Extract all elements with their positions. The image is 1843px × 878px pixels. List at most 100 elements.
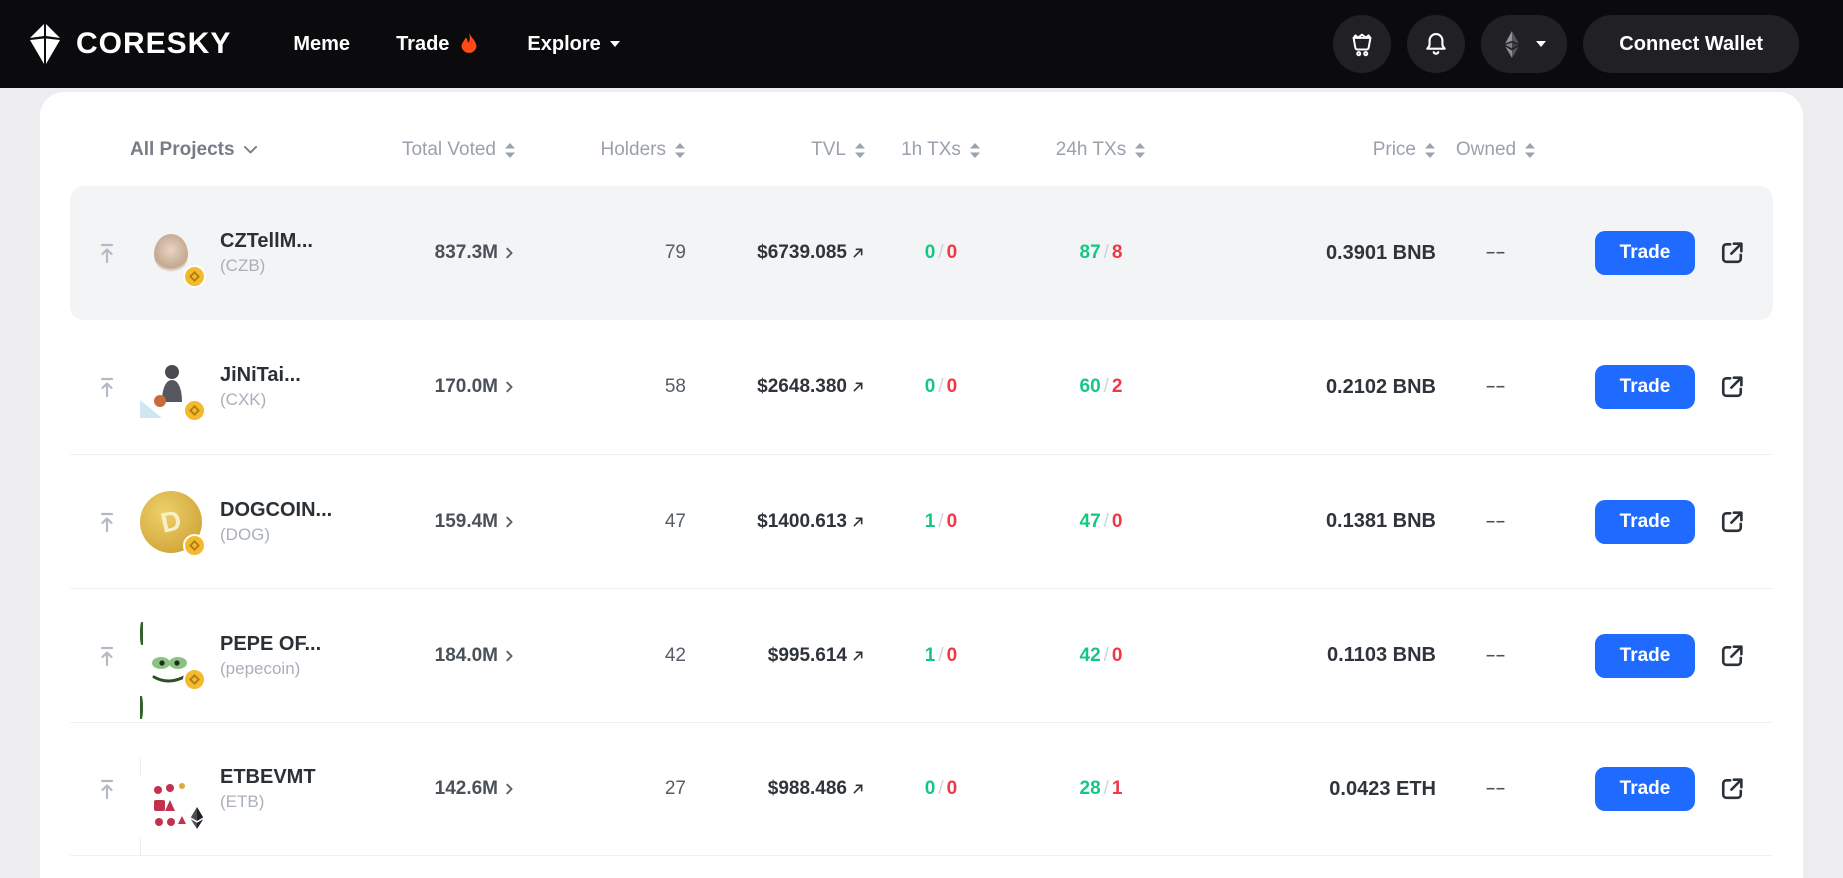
connect-wallet-button[interactable]: Connect Wallet: [1583, 15, 1799, 73]
pin-to-top-icon[interactable]: [96, 510, 118, 534]
tx-1h-value: 0/0: [924, 242, 958, 263]
column-24h-txs[interactable]: 24h TXs: [1016, 139, 1186, 161]
brand-name: CORESKY: [76, 27, 232, 60]
cxk-avatar-image: [140, 356, 202, 418]
total-voted-value[interactable]: 837.3M: [376, 242, 516, 264]
column-holders[interactable]: Holders: [516, 139, 686, 161]
tvl-value[interactable]: $988.486: [686, 778, 866, 800]
project-avatar[interactable]: D: [140, 490, 206, 557]
project-name-block[interactable]: DOGCOIN... (DOG): [220, 499, 332, 545]
external-link-icon[interactable]: [1717, 238, 1747, 268]
owned-value: ––: [1486, 780, 1506, 797]
bnb-chain-badge-icon: [183, 399, 206, 422]
pin-to-top-icon[interactable]: [96, 375, 118, 399]
tx-1h-value: 0/0: [924, 376, 958, 397]
pin-to-top-icon[interactable]: [96, 241, 118, 265]
chevron-down-icon: [609, 40, 621, 48]
project-name-block[interactable]: CZTellM... (CZB): [220, 230, 313, 276]
table-row: D DOGCOIN... (DOG) 159.4M 47 $1400.613: [70, 454, 1773, 588]
project-name: DOGCOIN...: [220, 498, 333, 521]
all-projects-filter[interactable]: All Projects: [96, 139, 376, 161]
navbar: CORESKY Meme Trade Explore: [0, 0, 1843, 88]
chevron-right-icon: [502, 380, 516, 394]
sort-icon: [854, 142, 866, 158]
sort-icon: [1524, 142, 1536, 158]
total-voted-value[interactable]: 159.4M: [376, 511, 516, 533]
holders-value: 58: [664, 376, 686, 397]
navbar-right: Connect Wallet: [1333, 15, 1799, 73]
project-avatar[interactable]: [140, 222, 206, 288]
network-selector[interactable]: [1481, 15, 1568, 73]
eth-chain-badge-icon: [185, 806, 208, 829]
chevron-down-icon: [1535, 40, 1547, 48]
project-avatar[interactable]: [140, 621, 206, 719]
project-avatar[interactable]: [140, 757, 203, 856]
column-price[interactable]: Price: [1186, 139, 1436, 161]
tx-24h-value: 28/1: [1079, 778, 1123, 799]
tvl-value[interactable]: $995.614: [686, 645, 866, 667]
table-row: CZTellM... (CZB) 837.3M 79 $6739.085 0/0…: [70, 186, 1773, 320]
tvl-value[interactable]: $6739.085: [686, 242, 866, 264]
column-total-voted[interactable]: Total Voted: [376, 139, 516, 161]
arrow-up-right-icon: [850, 245, 866, 261]
bnb-chain-badge-icon: [183, 265, 206, 288]
project-name: ETBEVMT: [220, 766, 316, 788]
price-value: 0.1381 BNB: [1325, 510, 1436, 532]
total-voted-value[interactable]: 170.0M: [376, 376, 516, 398]
sort-icon: [674, 142, 686, 158]
table-header: All Projects Total Voted Holders TVL 1h …: [70, 126, 1773, 174]
arrow-up-right-icon: [850, 514, 866, 530]
holders-value: 79: [664, 242, 686, 263]
trade-button[interactable]: Trade: [1595, 365, 1695, 409]
cart-icon: [1348, 30, 1376, 58]
tx-1h-value: 0/0: [924, 778, 958, 799]
tvl-value[interactable]: $1400.613: [686, 511, 866, 533]
project-symbol: (CZB): [220, 256, 266, 275]
tvl-value[interactable]: $2648.380: [686, 376, 866, 398]
trade-button[interactable]: Trade: [1595, 499, 1695, 544]
trade-button[interactable]: Trade: [1595, 633, 1695, 678]
external-link-icon[interactable]: [1717, 507, 1747, 537]
project-name: PEPE OF...: [220, 632, 322, 655]
nav-item-trade[interactable]: Trade: [396, 31, 481, 57]
total-voted-value[interactable]: 184.0M: [376, 645, 516, 667]
tx-1h-value: 1/0: [924, 510, 958, 532]
column-1h-txs[interactable]: 1h TXs: [866, 139, 1016, 161]
nav-item-meme[interactable]: Meme: [293, 32, 351, 55]
holders-value: 42: [664, 644, 686, 666]
column-tvl[interactable]: TVL: [686, 139, 866, 161]
price-value: 0.0423 ETH: [1329, 777, 1436, 800]
trade-button[interactable]: Trade: [1595, 231, 1695, 275]
project-name-block[interactable]: JiNiTai... (CXK): [220, 364, 301, 410]
cart-button[interactable]: [1333, 15, 1392, 73]
external-link-icon[interactable]: [1717, 774, 1747, 804]
pin-to-top-icon[interactable]: [96, 777, 118, 801]
chevron-down-icon: [243, 145, 258, 155]
brand[interactable]: CORESKY: [28, 23, 231, 65]
total-voted-value[interactable]: 142.6M: [376, 778, 516, 800]
external-link-icon[interactable]: [1717, 372, 1747, 402]
price-value: 0.3901 BNB: [1325, 241, 1436, 264]
flame-icon: [457, 31, 481, 57]
chevron-right-icon: [502, 782, 516, 796]
project-name-block[interactable]: PEPE OF... (pepecoin): [220, 633, 321, 679]
tx-24h-value: 87/8: [1079, 242, 1123, 263]
column-owned[interactable]: Owned: [1436, 139, 1556, 161]
owned-value: ––: [1486, 512, 1506, 530]
holders-value: 47: [664, 510, 686, 532]
coresky-logo-icon: [28, 23, 62, 65]
owned-value: ––: [1486, 646, 1506, 664]
pin-to-top-icon[interactable]: [96, 644, 118, 668]
chevron-right-icon: [502, 515, 516, 529]
table-body: CZTellM... (CZB) 837.3M 79 $6739.085 0/0…: [70, 186, 1773, 856]
notifications-button[interactable]: [1407, 15, 1466, 73]
project-symbol: (ETB): [220, 792, 265, 811]
bnb-chain-badge-icon: [183, 667, 206, 691]
chevron-right-icon: [502, 649, 516, 663]
arrow-up-right-icon: [850, 648, 866, 664]
project-avatar[interactable]: [140, 356, 206, 422]
project-name-block[interactable]: ETBEVMT (ETB): [220, 766, 316, 812]
external-link-icon[interactable]: [1717, 641, 1747, 671]
nav-item-explore[interactable]: Explore: [527, 33, 620, 56]
trade-button[interactable]: Trade: [1595, 767, 1695, 811]
